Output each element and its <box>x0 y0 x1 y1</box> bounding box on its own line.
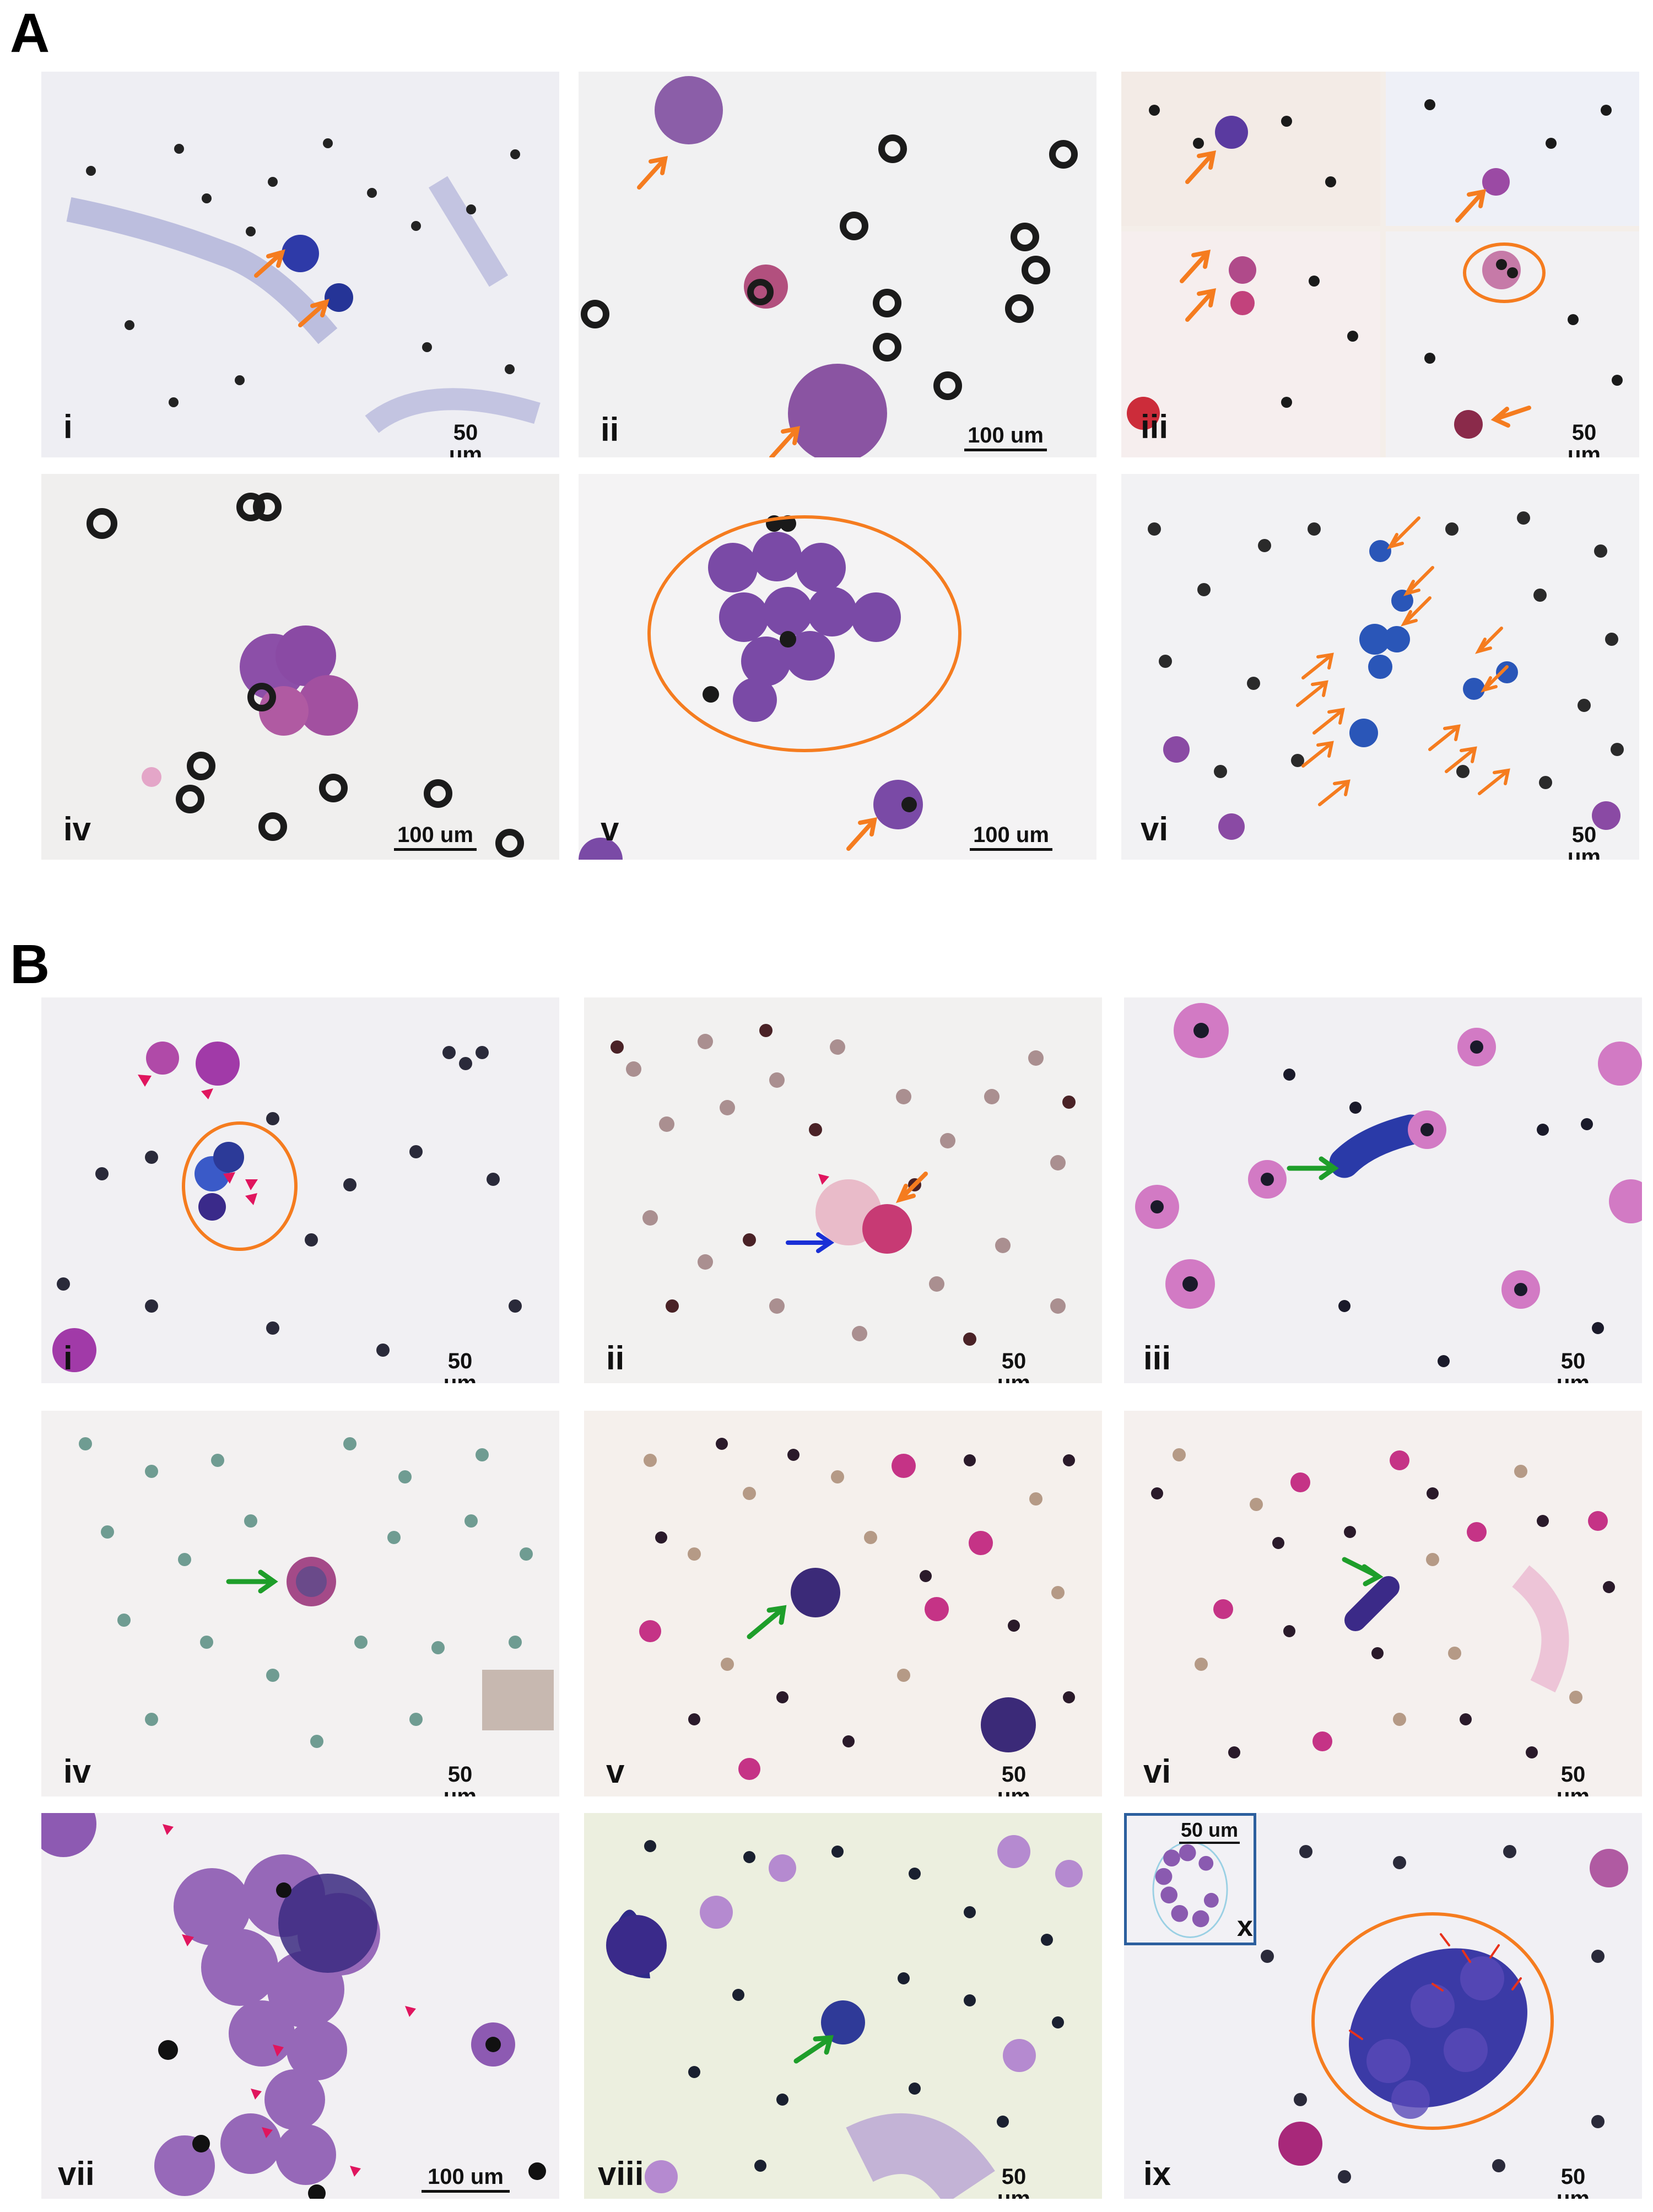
panel-label: viii <box>598 2155 644 2192</box>
scale-bar: 50 um <box>984 1350 1044 1383</box>
panel-label: v <box>606 1753 625 1790</box>
panel-b-ii: ii 50 um <box>584 997 1102 1383</box>
scale-bar: 50 um <box>1543 1763 1603 1796</box>
panel-a-iv: iv 100 um <box>41 474 559 860</box>
panel-label: i <box>63 408 73 445</box>
scale-bar: 50 um <box>1543 2166 1603 2199</box>
panel-label: v <box>601 811 619 848</box>
panel-b-vi: vi 50 um <box>1124 1411 1642 1796</box>
scale-bar: 100 um <box>964 424 1047 451</box>
quadrant-1 <box>1121 72 1380 226</box>
scale-bar: 50 um <box>1557 422 1612 457</box>
scale-bar-label: 50 um <box>997 2165 1030 2199</box>
scale-bar: 50 um <box>430 1763 490 1796</box>
scale-bar: 50 um <box>1543 1350 1603 1383</box>
scale-bar-label: 50 um <box>1568 420 1601 457</box>
panel-label: iv <box>63 1753 91 1790</box>
panel-label: ii <box>606 1340 625 1377</box>
panel-label: i <box>63 1340 73 1377</box>
panel-b-iii: iii 50 um <box>1124 997 1642 1383</box>
scale-bar-label: 100 um <box>973 823 1049 847</box>
panel-label: vii <box>58 2155 95 2192</box>
scale-bar: 100 um <box>422 2166 510 2193</box>
scale-bar-label: 50 um <box>449 420 482 457</box>
scale-bar: 50 um <box>984 2166 1044 2199</box>
scale-bar: 100 um <box>394 824 477 851</box>
inset-x: 50 um x <box>1124 1813 1256 1945</box>
scale-bar-label: 50 um <box>444 1762 477 1796</box>
scale-bar: 50 um <box>430 1350 490 1383</box>
panel-a-i: i 50 um <box>41 72 559 457</box>
panel-label: ii <box>601 411 619 448</box>
panel-a-iii: iii 50 um <box>1121 72 1639 457</box>
scale-bar-label: 50 um <box>1557 1762 1590 1796</box>
inset-scale-label: 50 um <box>1180 1819 1239 1841</box>
cell-cluster-ring <box>1311 1912 1554 2130</box>
cell-cluster-ring <box>647 515 961 752</box>
panel-label: ix <box>1143 2155 1171 2192</box>
scale-bar-label: 50 um <box>997 1349 1030 1383</box>
scale-bar: 50 um <box>438 422 493 457</box>
panel-a-v: v 100 um <box>579 474 1096 860</box>
panel-b-ix: 50 um x ix 50 um <box>1124 1813 1642 2199</box>
panel-b-v: v 50 um <box>584 1411 1102 1796</box>
scale-bar-label: 50 um <box>1557 2165 1590 2199</box>
scale-bar-label: 100 um <box>968 423 1044 447</box>
scale-bar-label: 100 um <box>397 823 473 847</box>
scale-bar-label: 100 um <box>428 2165 504 2189</box>
panel-b-i: i 50 um <box>41 997 559 1383</box>
panel-b-viii: viii 50 um <box>584 1813 1102 2199</box>
inset-scale-bar: 50 um <box>1179 1820 1240 1844</box>
scale-bar-label: 50 um <box>444 1349 477 1383</box>
panel-b-vii: vii 100 um <box>41 1813 559 2199</box>
panel-label: vi <box>1143 1753 1171 1790</box>
cell-cluster-ring <box>1463 242 1546 303</box>
quadrant-2 <box>1386 72 1639 226</box>
inset-label: x <box>1237 1911 1253 1943</box>
scale-bar-label: 50 um <box>1557 1349 1590 1383</box>
scale-bar-label: 50 um <box>1568 823 1601 860</box>
scale-bar: 100 um <box>970 824 1052 851</box>
section-label-b: B <box>10 934 50 995</box>
panel-label: iii <box>1141 408 1169 445</box>
panel-b-iv: iv 50 um <box>41 1411 559 1796</box>
panel-a-ii: ii 100 um <box>579 72 1096 457</box>
panel-label: vi <box>1141 811 1169 848</box>
section-label-a: A <box>10 2 50 64</box>
panel-label: iv <box>63 811 91 848</box>
scale-bar: 50 um <box>984 1763 1044 1796</box>
scale-bar: 50 um <box>1557 824 1612 860</box>
cell-cluster-ring <box>182 1121 298 1251</box>
scale-bar-label: 50 um <box>997 1762 1030 1796</box>
panel-label: iii <box>1143 1340 1171 1377</box>
panel-a-vi: vi 50 um <box>1121 474 1639 860</box>
